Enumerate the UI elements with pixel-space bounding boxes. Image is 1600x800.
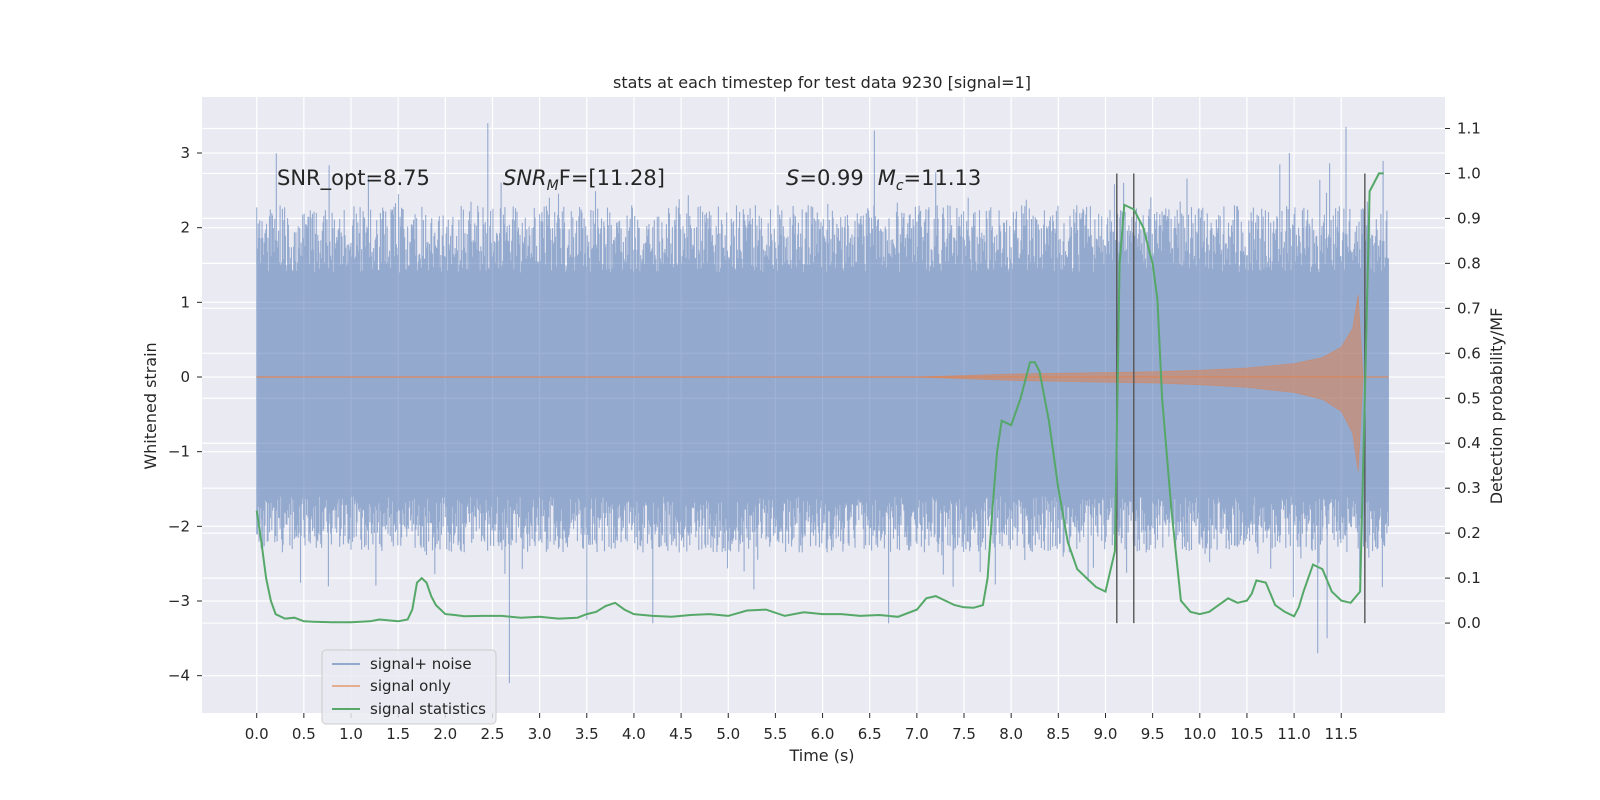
- y2-tick-label: 0.9: [1457, 209, 1481, 227]
- x-tick-label: 8.0: [999, 725, 1023, 743]
- legend-label-stats: signal statistics: [370, 700, 486, 718]
- y-axis-ticks: 3 2 1 0 −1 −2 −3 −4: [168, 144, 202, 685]
- y-tick-label: 3: [180, 144, 190, 162]
- y2-tick-label: 0.2: [1457, 524, 1481, 542]
- y2-tick-label: 0.8: [1457, 254, 1481, 272]
- y-tick-label: −3: [168, 592, 190, 610]
- x-tick-label: 5.0: [716, 725, 740, 743]
- signal-only-series: [256, 294, 1389, 472]
- y-tick-label: −2: [168, 517, 190, 535]
- y-tick-label: 1: [180, 293, 190, 311]
- legend-label-noise: signal+ noise: [370, 655, 472, 673]
- y2-tick-label: 0.1: [1457, 569, 1481, 587]
- y-axis-label: Whitened strain: [141, 342, 160, 469]
- y2-tick-label: 0.5: [1457, 389, 1481, 407]
- annotation-mc-sub: c: [896, 178, 904, 194]
- legend-box: [321, 649, 497, 725]
- annotation-snr-mf: SNRMF=[11.28]: [503, 166, 665, 194]
- annotations: SNR_opt=8.75 SNRMF=[11.28] S=0.99 Mc=11.1…: [277, 166, 981, 194]
- x-tick-label: 1.0: [339, 725, 363, 743]
- x-tick-label: 4.0: [622, 725, 646, 743]
- legend-label-signal: signal only: [370, 677, 451, 695]
- y-tick-label: 0: [180, 368, 190, 386]
- chart-title: stats at each timestep for test data 923…: [613, 73, 1031, 92]
- x-axis-ticks: 0.0 0.5 1.0 1.5 2.0 2.5 3.0 3.5 4.0 4.5 5.0 5.5 6.0 6…: [245, 713, 1358, 743]
- y-tick-label: −1: [168, 443, 190, 461]
- x-tick-label: 6.0: [811, 725, 835, 743]
- annotation-snr-mf-sub: M: [547, 178, 559, 194]
- y-tick-label: −4: [168, 667, 190, 685]
- y2-tick-label: 0.6: [1457, 344, 1481, 362]
- x-tick-label: 7.0: [905, 725, 929, 743]
- x-tick-label: 8.5: [1046, 725, 1070, 743]
- y-tick-label: 2: [180, 219, 190, 237]
- x-tick-label: 2.0: [433, 725, 457, 743]
- x-tick-label: 11.0: [1277, 725, 1310, 743]
- y2-tick-label: 1.0: [1457, 164, 1481, 182]
- y2-axis-label: Detection probability/MF: [1487, 308, 1506, 505]
- annotation-s: S: [786, 166, 799, 190]
- y2-tick-label: 0.7: [1457, 299, 1481, 317]
- x-axis-label: Time (s): [788, 746, 854, 765]
- x-tick-label: 6.5: [858, 725, 882, 743]
- y2-tick-label: 0.3: [1457, 479, 1481, 497]
- x-tick-label: 2.5: [481, 725, 505, 743]
- x-tick-label: 0.5: [292, 725, 316, 743]
- y2-tick-label: 1.1: [1457, 119, 1481, 137]
- x-tick-label: 3.5: [575, 725, 599, 743]
- x-tick-label: 11.5: [1325, 725, 1358, 743]
- x-tick-label: 5.5: [763, 725, 787, 743]
- legend: signal+ noise signal only signal statist…: [321, 649, 497, 725]
- x-tick-label: 10.5: [1230, 725, 1263, 743]
- annotation-mc: M: [878, 166, 896, 190]
- x-tick-label: 7.5: [952, 725, 976, 743]
- y2-tick-label: 0.4: [1457, 434, 1481, 452]
- x-tick-label: 9.0: [1094, 725, 1118, 743]
- y2-axis-ticks: 1.1 1.0 0.9 0.8 0.7 0.6 0.5 0.4 0.3 0.2 0.1 0.0: [1445, 119, 1481, 632]
- x-tick-label: 1.5: [386, 725, 410, 743]
- x-tick-label: 10.0: [1183, 725, 1216, 743]
- x-tick-label: 4.5: [669, 725, 693, 743]
- annotation-s-mc: S=0.99 Mc=11.13: [786, 166, 981, 194]
- annotation-s-value: =0.99: [799, 166, 863, 190]
- y2-tick-label: 0.0: [1457, 614, 1481, 632]
- signal-statistics-line: [255, 172, 1384, 624]
- annotation-snr-opt: SNR_opt=8.75: [277, 166, 430, 191]
- signal-statistics-series: [255, 172, 1384, 624]
- x-tick-label: 9.5: [1141, 725, 1165, 743]
- annotation-snr-mf-suffix: F=[11.28]: [559, 166, 665, 190]
- x-tick-label: 0.0: [245, 725, 269, 743]
- annotation-snr-mf-main: SNR: [503, 166, 547, 190]
- annotation-mc-value: =11.13: [904, 166, 982, 190]
- x-tick-label: 3.0: [528, 725, 552, 743]
